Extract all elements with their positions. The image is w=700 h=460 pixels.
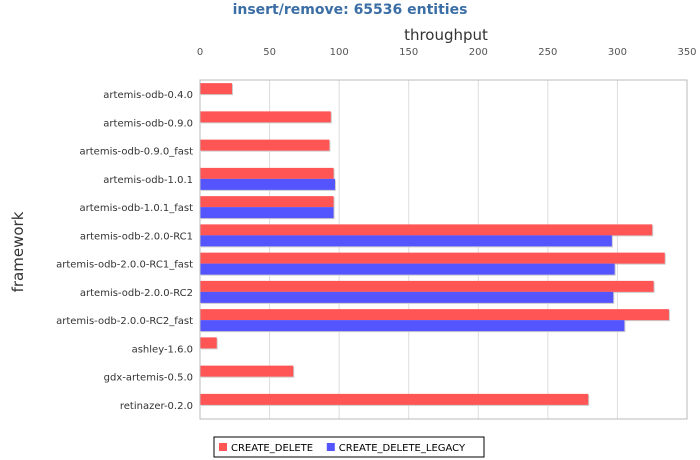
x-tick-label: 200: [469, 47, 488, 58]
bar-create-delete: [200, 224, 653, 236]
category-label: gdx-artemis-0.5.0: [104, 373, 193, 384]
category-label: artemis-odb-0.4.0: [103, 90, 193, 101]
bar-create-delete-legacy: [200, 178, 335, 190]
bar-create-delete: [200, 309, 669, 321]
bar-create-delete: [200, 196, 334, 208]
x-tick-label: 250: [538, 47, 557, 58]
bar-create-delete: [200, 280, 654, 292]
x-tick-label: 100: [330, 47, 349, 58]
category-label: artemis-odb-0.9.0_fast: [80, 147, 194, 158]
legend-box: [213, 436, 485, 458]
category-label: artemis-odb-2.0.0-RC1_fast: [56, 260, 193, 271]
x-tick-label: 350: [677, 47, 696, 58]
bar-create-delete-legacy: [200, 291, 614, 303]
legend-swatch: [326, 443, 335, 451]
bar-create-delete-legacy: [200, 235, 612, 247]
bar-create-delete-legacy: [200, 263, 615, 275]
bars: [200, 83, 670, 406]
bar-create-delete-legacy: [200, 320, 625, 332]
grid: [199, 80, 688, 419]
category-label: artemis-odb-0.9.0: [103, 118, 193, 129]
category-label: artemis-odb-2.0.0-RC1: [80, 231, 193, 242]
category-label: artemis-odb-2.0.0-RC2_fast: [56, 316, 193, 327]
category-labels: artemis-odb-0.4.0 artemis-odb-0.9.0 artemi…: [56, 90, 193, 412]
bar-create-delete-legacy: [200, 207, 334, 219]
x-axis-ticks: 0 50 100 150 200 250 300 350: [197, 47, 697, 58]
category-label: artemis-odb-2.0.0-RC2: [80, 288, 193, 299]
bar-create-delete: [200, 111, 331, 123]
category-label: retinazer-0.2.0: [120, 401, 193, 412]
chart-title: insert/remove: 65536 entities: [233, 2, 468, 18]
bar-create-delete: [200, 337, 217, 349]
bar-create-delete: [200, 167, 334, 179]
legend-label: CREATE_DELETE: [231, 443, 313, 454]
plot-frame: [199, 79, 688, 420]
y-axis-title: framework: [9, 211, 27, 292]
bar-create-delete: [200, 139, 330, 151]
category-label: artemis-odb-1.0.1: [103, 175, 193, 186]
x-tick-label: 0: [197, 47, 203, 58]
category-label: artemis-odb-1.0.1_fast: [80, 203, 194, 214]
x-tick-label: 50: [263, 47, 276, 58]
bar-create-delete: [200, 365, 294, 377]
legend: CREATE_DELETE CREATE_DELETE_LEGACY: [213, 436, 485, 458]
legend-swatch: [219, 443, 227, 451]
x-tick-label: 300: [608, 47, 627, 58]
legend-label: CREATE_DELETE_LEGACY: [339, 443, 466, 454]
bar-create-delete: [200, 252, 665, 264]
bar-create-delete: [200, 393, 589, 405]
category-label: ashley-1.6.0: [132, 344, 193, 355]
bar-create-delete: [200, 83, 233, 95]
x-axis-title: throughput: [404, 26, 488, 44]
x-tick-label: 150: [399, 47, 418, 58]
